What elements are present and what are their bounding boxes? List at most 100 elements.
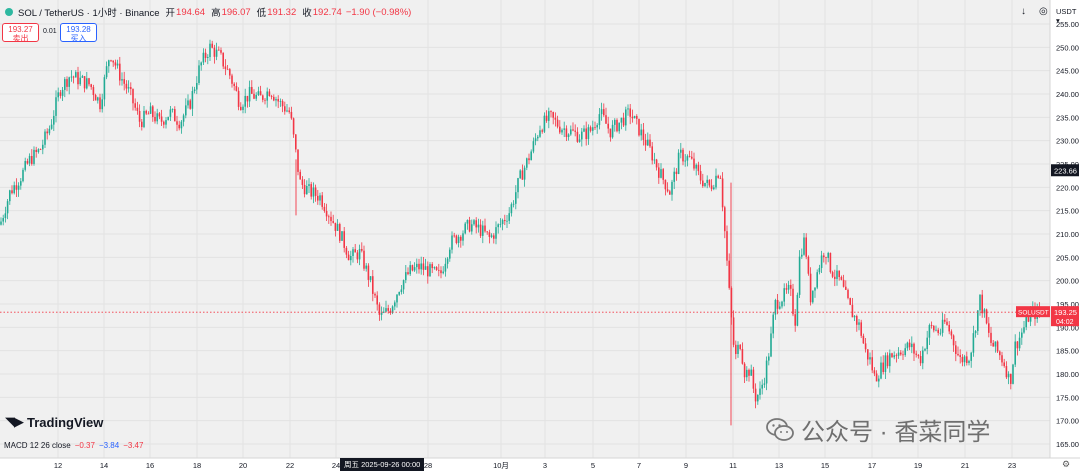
candle-body <box>99 97 101 110</box>
candle-body <box>174 109 176 122</box>
price-tick-label: 200.00 <box>1056 277 1079 286</box>
open-label: 开 <box>165 8 176 19</box>
spread-value: 0.01 <box>43 28 57 35</box>
candle-body <box>75 72 77 78</box>
currency-selector[interactable]: USDT ▾ <box>1056 7 1077 25</box>
candle-body <box>479 224 482 236</box>
sell-button[interactable]: 193.27 卖出 <box>2 23 39 43</box>
candle-body <box>424 266 427 270</box>
buy-button[interactable]: 193.28 买入 <box>60 23 97 43</box>
candle-body <box>251 86 253 94</box>
candle-body <box>867 349 869 360</box>
candle-body <box>532 141 535 152</box>
time-tick-label: 13 <box>775 461 783 470</box>
price-tick-label: 190.00 <box>1056 323 1079 332</box>
candle-body <box>845 286 847 290</box>
candle-body <box>299 171 301 180</box>
macd-legend[interactable]: MACD 12 26 close −0.37 −3.84 −3.47 <box>4 441 143 450</box>
candle-body <box>977 310 979 332</box>
candle-body <box>268 91 271 97</box>
candle-body <box>398 292 400 295</box>
symbol-title[interactable]: SOL / TetherUS · 1小时 · Binance <box>18 8 160 19</box>
candle-body <box>314 187 317 196</box>
candle-body <box>644 139 647 146</box>
price-axis[interactable]: 165.00 170.00 175.00 180.00 185.00 190.00 195.… <box>1016 0 1080 471</box>
candle-body <box>407 272 409 275</box>
candle-body <box>913 343 915 354</box>
candle-body <box>739 344 741 349</box>
time-axis[interactable]: 12 14 16 18 20 22 24 28 10月 3 5 7 9 11 13 15 17 19 21 23 <box>0 457 1080 471</box>
candle-body <box>647 139 649 146</box>
candle-body <box>614 119 616 125</box>
candle-body <box>834 276 836 279</box>
candle-body <box>147 113 150 115</box>
candle-body <box>809 273 812 303</box>
time-tick-label: 5 <box>591 461 595 470</box>
candle-body <box>31 156 33 164</box>
candle-body <box>57 92 59 98</box>
candle-body <box>246 95 249 102</box>
candle-body <box>237 90 240 107</box>
down-arrow-icon[interactable]: ↓ <box>1021 6 1026 17</box>
time-tick-label: 7 <box>637 461 641 470</box>
candle-body <box>618 122 620 132</box>
candle-body <box>418 263 420 270</box>
candle-body <box>361 248 363 251</box>
candle-body <box>64 79 66 90</box>
candle-body <box>413 267 416 271</box>
candle-body <box>719 177 722 179</box>
candle-body <box>963 356 966 363</box>
candle-body <box>15 185 18 190</box>
camera-icon[interactable]: ◎ <box>1039 6 1048 17</box>
candle-body <box>372 276 374 294</box>
settings-gear-icon[interactable]: ⚙ <box>1062 459 1071 469</box>
candle-body <box>526 158 528 168</box>
candle-body <box>1021 332 1023 338</box>
candle-body <box>182 115 185 122</box>
time-tick-label: 21 <box>961 461 969 470</box>
price-axis-panel <box>1050 0 1080 471</box>
candle-body <box>622 117 625 126</box>
candle-body <box>94 95 97 101</box>
candle-body <box>350 256 352 261</box>
candle-body <box>922 350 924 364</box>
candle-body <box>664 179 667 190</box>
candle-body <box>561 129 563 133</box>
candle-body <box>528 158 530 161</box>
candle-body <box>917 354 920 357</box>
candle-body <box>774 299 777 315</box>
candle-body <box>240 106 242 110</box>
candle-body <box>858 322 860 325</box>
candle-body <box>761 384 763 389</box>
candle-body <box>930 325 933 326</box>
candle-body <box>878 378 880 382</box>
candle-body <box>222 52 224 67</box>
candle-body <box>301 179 304 185</box>
candle-body <box>39 149 42 151</box>
candle-body <box>440 270 442 274</box>
candle-body <box>957 353 959 356</box>
candle-body <box>242 106 244 110</box>
time-tick-label: 11 <box>729 461 737 470</box>
candle-body <box>796 294 799 326</box>
time-tick-label: 18 <box>193 461 201 470</box>
candle-body <box>897 352 900 356</box>
candle-body <box>607 123 609 129</box>
candle-body <box>28 156 31 164</box>
candle-body <box>328 216 330 218</box>
candle-body <box>904 348 906 356</box>
candle-body <box>840 277 843 280</box>
candle-body <box>231 75 233 84</box>
candle-body <box>343 231 345 248</box>
candle-body <box>257 91 260 95</box>
time-tick-label: 17 <box>868 461 876 470</box>
candle-body <box>948 324 950 332</box>
candle-body <box>134 103 136 108</box>
candle-body <box>675 171 678 175</box>
candle-body <box>939 332 942 334</box>
candle-body <box>578 139 581 142</box>
candle-body <box>680 149 682 153</box>
candle-body <box>871 357 873 371</box>
candle-body <box>748 369 750 376</box>
